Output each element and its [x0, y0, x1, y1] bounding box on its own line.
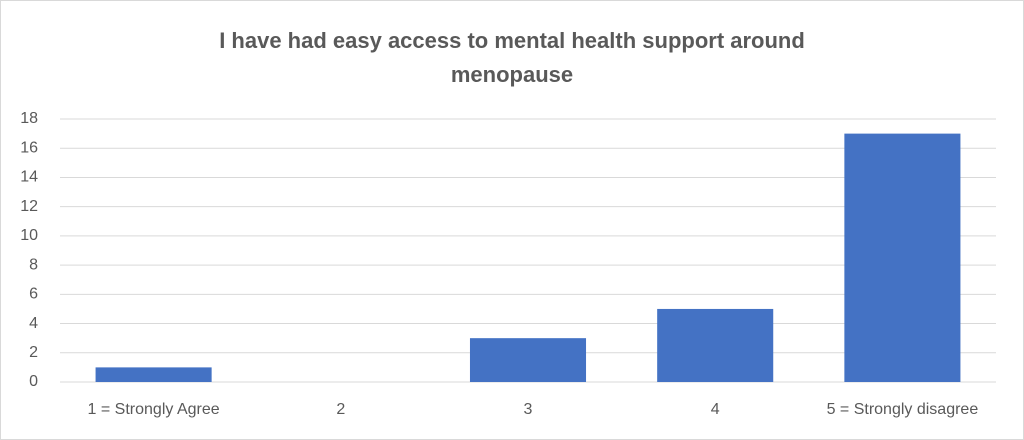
x-tick-label: 5 = Strongly disagree	[827, 401, 979, 418]
bar	[844, 133, 961, 382]
y-tick-label: 16	[20, 139, 38, 156]
y-tick-label: 10	[20, 227, 38, 244]
y-tick-label: 14	[20, 169, 38, 186]
y-tick-label: 0	[29, 373, 38, 390]
y-tick-label: 8	[29, 256, 38, 273]
x-tick-label: 4	[711, 401, 720, 418]
bar	[657, 308, 774, 382]
bar	[95, 367, 212, 382]
y-tick-label: 6	[29, 286, 38, 303]
chart-title: I have had easy access to mental health …	[219, 28, 805, 87]
y-tick-label: 4	[29, 315, 38, 332]
bar	[469, 338, 587, 382]
y-tick-label: 2	[29, 344, 38, 361]
x-tick-label: 2	[336, 401, 345, 418]
x-tick-label: 1 = Strongly Agree	[88, 401, 220, 418]
x-tick-label: 3	[524, 401, 533, 418]
y-tick-label: 18	[20, 110, 38, 127]
y-tick-label: 12	[20, 198, 38, 215]
